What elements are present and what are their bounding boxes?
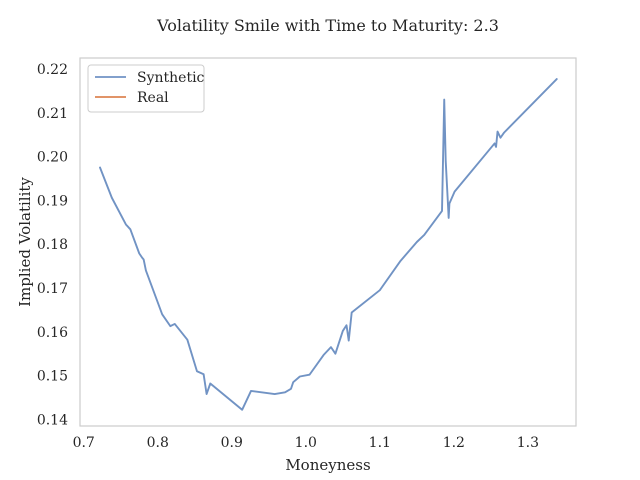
y-tick-label: 0.19 bbox=[37, 193, 68, 209]
x-axis-ticks: 0.7 0.8 0.9 1.0 1.1 1.2 1.3 bbox=[73, 435, 539, 451]
y-tick-label: 0.17 bbox=[37, 281, 68, 297]
x-tick-label: 1.2 bbox=[443, 435, 465, 451]
x-tick-label: 1.0 bbox=[295, 435, 317, 451]
chart-title: Volatility Smile with Time to Maturity: … bbox=[156, 16, 499, 35]
x-axis-label: Moneyness bbox=[285, 456, 370, 474]
legend-label-real: Real bbox=[137, 90, 169, 106]
x-tick-label: 1.3 bbox=[517, 435, 539, 451]
x-tick-label: 1.1 bbox=[369, 435, 391, 451]
series-layer bbox=[99, 78, 558, 411]
series-line-synthetic bbox=[99, 78, 558, 411]
plot-area-frame bbox=[79, 57, 577, 427]
y-tick-label: 0.22 bbox=[37, 62, 68, 78]
y-axis-label: Implied Volatility bbox=[16, 177, 34, 307]
y-axis-ticks: 0.14 0.15 0.16 0.17 0.18 0.19 0.20 0.21 0.22 bbox=[37, 62, 68, 428]
legend-label-synthetic: Synthetic bbox=[137, 70, 205, 86]
y-tick-label: 0.21 bbox=[37, 106, 68, 122]
x-tick-label: 0.7 bbox=[73, 435, 95, 451]
x-tick-label: 0.8 bbox=[147, 435, 169, 451]
y-tick-label: 0.20 bbox=[37, 150, 68, 166]
x-tick-label: 0.9 bbox=[221, 435, 243, 451]
y-tick-label: 0.16 bbox=[37, 325, 68, 341]
y-tick-label: 0.18 bbox=[37, 237, 68, 253]
y-tick-label: 0.15 bbox=[37, 369, 68, 385]
y-tick-label: 0.14 bbox=[37, 412, 68, 428]
legend: Synthetic Real bbox=[87, 64, 205, 113]
